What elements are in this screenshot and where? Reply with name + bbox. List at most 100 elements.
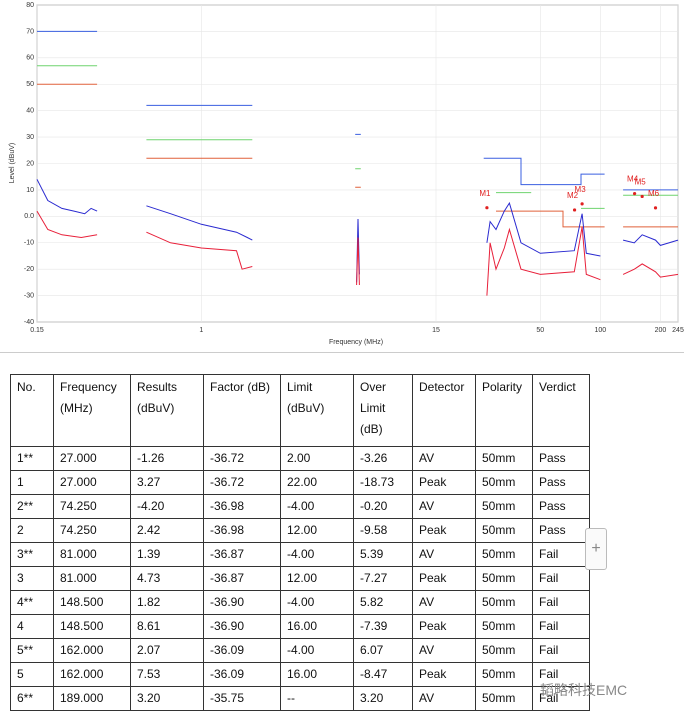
y-tick-label: -40 [24,319,34,326]
table-cell: 12.00 [280,566,354,591]
table-cell: 50mm [475,614,533,639]
table-cell: -4.00 [280,638,354,663]
x-tick-label: 0.15 [30,327,44,334]
table-cell: 162.000 [53,662,131,687]
header-cell: Limit (dBuV) [280,374,354,447]
table-cell: -- [280,686,354,711]
table-cell: 74.250 [53,518,131,543]
table-row: 1 27.000 3.27 -36.72 22.00 -18.73 Peak 50mm Pass [10,470,590,495]
marker-dot [572,208,577,212]
table-cell: 1.82 [130,590,204,615]
y-tick-label: 60 [26,55,34,62]
table-cell: 50mm [475,566,533,591]
x-tick-label: 15 [432,327,440,334]
series-line [36,210,679,296]
table-cell: -36.87 [203,542,281,567]
table-cell: 27.000 [53,470,131,495]
table-cell: 2.07 [130,638,204,663]
series-line [37,65,678,209]
table-cell: 4 [10,614,54,639]
chart: Frequency (MHz) Level (dBuV) -40 -30 -20 -1… [9,2,684,346]
results-table: No. Frequency (MHz) Results (dBuV) Factor (… [10,374,590,711]
header-cell: Detector [412,374,476,447]
table-cell: -1.26 [130,446,204,471]
table-row: 2** 74.250 -4.20 -36.98 -4.00 -0.20 AV 50mm Pass [10,494,590,519]
table-cell: 1.39 [130,542,204,567]
table-cell: 3.27 [130,470,204,495]
table-cell: 2.42 [130,518,204,543]
header-cell: Frequency (MHz) [53,374,131,447]
header-cell: Verdict [532,374,590,447]
x-axis-label: Frequency (MHz) [329,339,383,346]
table-cell: AV [412,446,476,471]
table-cell: AV [412,686,476,711]
table-cell: Peak [412,470,476,495]
table-cell: 148.500 [53,614,131,639]
y-tick-label: -10 [24,240,34,247]
table-cell: -18.73 [353,470,413,495]
table-cell: Fail [532,566,590,591]
table-row: 3** 81.000 1.39 -36.87 -4.00 5.39 AV 50mm Fail [10,542,590,567]
table-cell: 50mm [475,470,533,495]
separator [0,352,684,353]
table-row: 5 162.000 7.53 -36.09 16.00 -8.47 Peak 50mm Fail [10,662,590,687]
y-tick-label: 10 [26,187,34,194]
table-cell: AV [412,590,476,615]
table-cell: 12.00 [280,518,354,543]
x-tick-label: 50 [536,327,544,334]
table-cell: 50mm [475,638,533,663]
table-cell: 5 [10,662,54,687]
y-tick-label: 50 [26,81,34,88]
table-cell: -4.00 [280,494,354,519]
x-tick-label: 200 [655,327,667,334]
table-cell: 8.61 [130,614,204,639]
marker-label: M2 [567,191,579,200]
table-cell: Peak [412,662,476,687]
marker-dot [653,206,658,210]
table-cell: 3.20 [353,686,413,711]
table-cell: 4.73 [130,566,204,591]
marker-label: M4 [627,175,639,184]
table-cell: -7.39 [353,614,413,639]
table-cell: 50mm [475,518,533,543]
table-cell: -36.98 [203,518,281,543]
table-cell: 3.20 [130,686,204,711]
table-cell: -36.98 [203,494,281,519]
table-cell: 16.00 [280,662,354,687]
table-cell: Pass [532,446,590,471]
table-cell: -36.90 [203,590,281,615]
table-cell: -36.72 [203,470,281,495]
table-row: 2 74.250 2.42 -36.98 12.00 -9.58 Peak 50mm Pass [10,518,590,543]
table-cell: 3** [10,542,54,567]
marker-label: M3 [575,185,587,194]
y-tick-label: 80 [26,2,34,9]
table-cell: Pass [532,470,590,495]
table-cell: 6.07 [353,638,413,663]
table-cell: 74.250 [53,494,131,519]
table-row: 4 148.500 8.61 -36.90 16.00 -7.39 Peak 50mm Fail [10,614,590,639]
table-cell: Fail [532,542,590,567]
table-cell: -4.00 [280,590,354,615]
expand-button[interactable]: + [585,528,607,570]
table-cell: 27.000 [53,446,131,471]
table-row: 1** 27.000 -1.26 -36.72 2.00 -3.26 AV 50mm Pass [10,446,590,471]
y-tick-label: 70 [26,28,34,35]
table-cell: 50mm [475,542,533,567]
table-cell: -35.75 [203,686,281,711]
header-cell: Factor (dB) [203,374,281,447]
x-tick-label: 1 [199,327,203,334]
table-row: 6** 189.000 3.20 -35.75 -- 3.20 AV 50mm Fail [10,686,590,711]
marker-dot [580,202,584,206]
table-cell: -4.20 [130,494,204,519]
table-cell: -9.58 [353,518,413,543]
table-cell: -0.20 [353,494,413,519]
table-cell: Pass [532,494,590,519]
table-cell: -8.47 [353,662,413,687]
header-cell: Results (dBuV) [130,374,204,447]
x-tick-label: 245 [672,327,684,334]
table-cell: 5.39 [353,542,413,567]
marker-dot [633,191,637,196]
table-cell: -36.72 [203,446,281,471]
table-cell: -36.87 [203,566,281,591]
